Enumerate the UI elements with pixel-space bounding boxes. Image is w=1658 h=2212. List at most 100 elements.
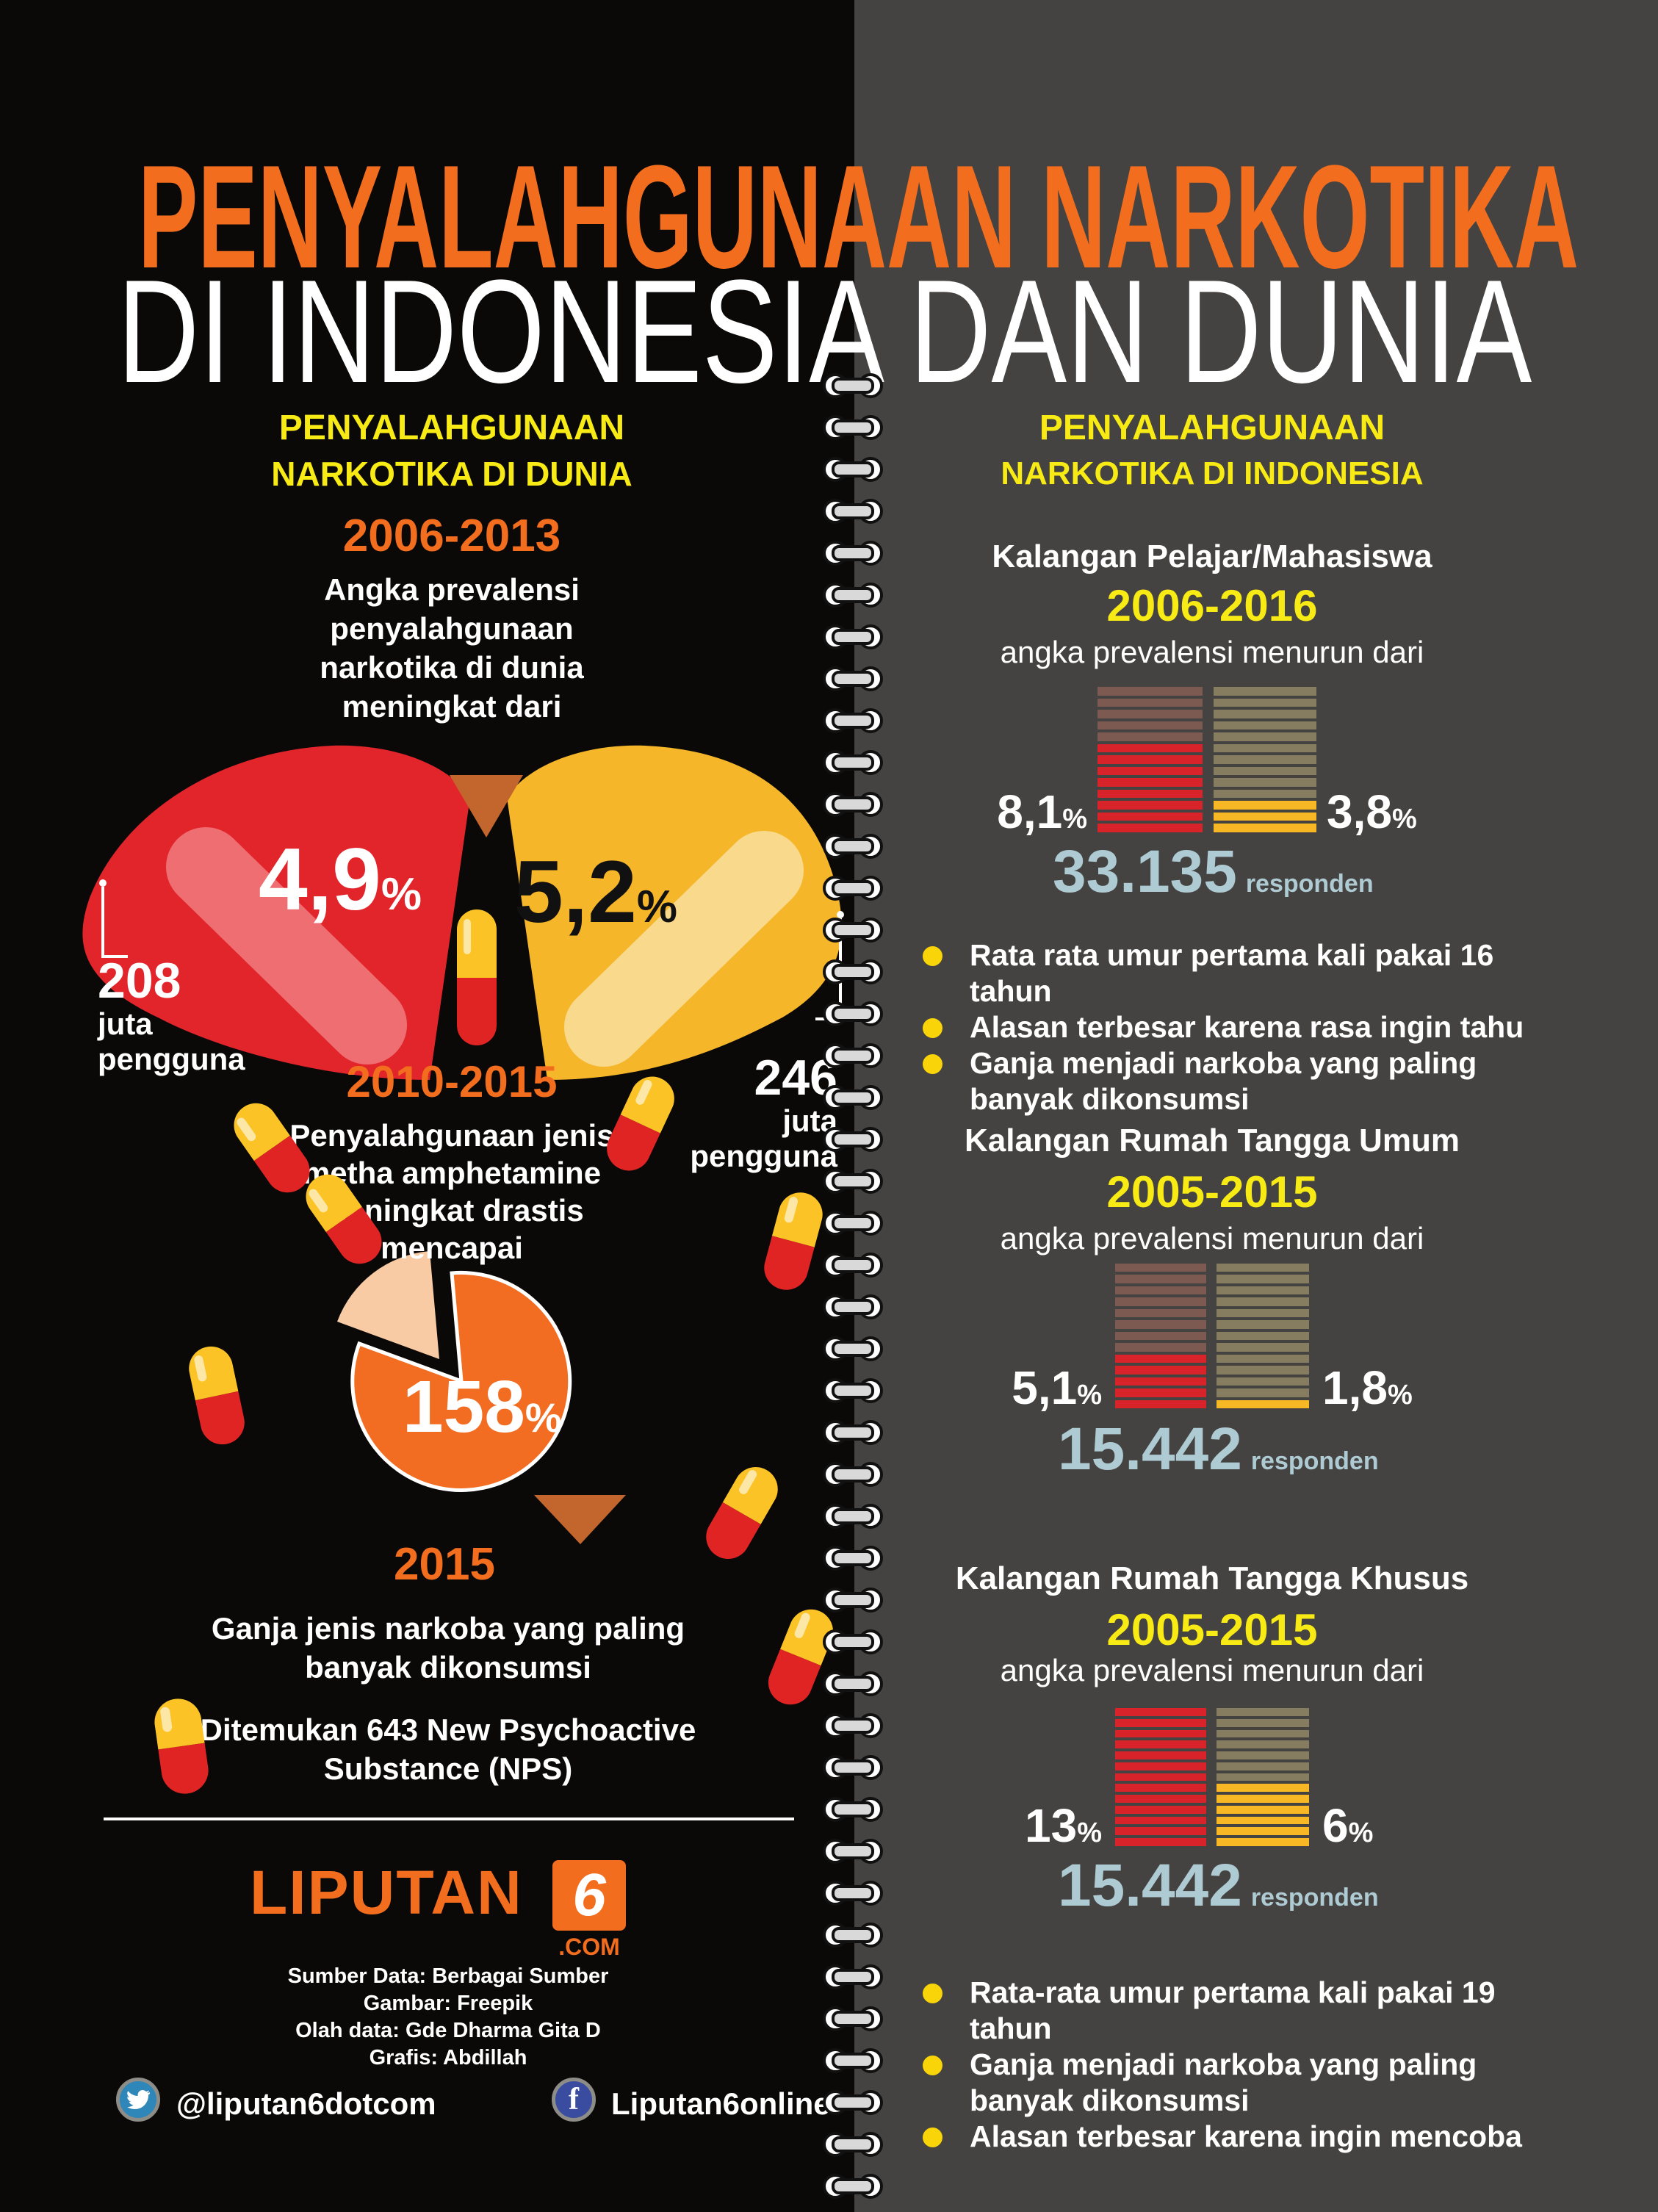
section1-bar-to — [1214, 687, 1316, 832]
world-intro-text: Angka prevalensi penyalahgunaan narkotika … — [154, 570, 749, 726]
bullet-dot-icon — [923, 1984, 942, 2003]
list-item: Grafis: Abdillah — [369, 2046, 527, 2069]
users-208-unit1: juta — [98, 1006, 153, 1041]
binding-ring-icon — [823, 834, 883, 859]
list-item: Alasan terbesar karena ingin mencoba — [923, 2119, 1569, 2155]
binding-ring-icon — [823, 1964, 883, 1989]
left-period-2006-2013: 2006-2013 — [342, 511, 561, 561]
left-period-2010-2015: 2010-2015 — [346, 1057, 558, 1106]
list-item: Ganja menjadi narkoba yang paling banyak… — [923, 1045, 1569, 1117]
users-208-unit2: pengguna — [98, 1042, 245, 1076]
section3-title: Kalangan Rumah Tangga Khusus — [955, 1560, 1469, 1596]
list-item: mencapai — [381, 1231, 523, 1265]
logo-wordmark: LIPUTAN — [250, 1858, 523, 1927]
binding-ring-icon — [823, 666, 883, 691]
twitter-icon[interactable] — [116, 2078, 160, 2122]
binding-ring-icon — [823, 1588, 883, 1613]
bracket-left — [99, 879, 128, 958]
title-line1: PENYALAHGUNAAN NARKOTIKA — [138, 135, 1579, 299]
facebook-f-glyph: f — [569, 2083, 579, 2116]
bullet-dot-icon — [923, 1054, 942, 1074]
binding-ring-icon — [823, 1629, 883, 1654]
world-prevalence-to: 5,2% — [514, 843, 677, 941]
right-header-line2: NARKOTIKA DI INDONESIA — [1001, 455, 1424, 491]
list-item: meningkat drastis — [320, 1193, 584, 1228]
list-item: metha amphetamine — [302, 1156, 602, 1190]
left-header-line2: NARKOTIKA DI DUNIA — [271, 455, 632, 493]
binding-ring-icon — [823, 1504, 883, 1529]
pie-value-label: 158% — [403, 1366, 562, 1448]
list-item: meningkat dari — [342, 689, 562, 724]
list-item: Ganja jenis narkoba yang paling — [211, 1611, 685, 1646]
list-item: Penyalahgunaan jenis — [289, 1118, 614, 1153]
section1-title: Kalangan Pelajar/Mahasiswa — [992, 538, 1432, 574]
ganja-text: Ganja jenis narkoba yang paling banyak di… — [118, 1609, 779, 1687]
section3-bullets: Rata-rata umur pertama kali pakai 19 tah… — [923, 1975, 1569, 2155]
facebook-icon[interactable]: f — [552, 2078, 596, 2122]
pie-main-slice — [350, 1270, 572, 1492]
liputan6-logo: LIPUTAN — [250, 1857, 646, 1928]
credits: Sumber Data: Berbagai Sumber Gambar: Free… — [118, 1963, 779, 2072]
binding-ring-icon — [823, 1881, 883, 1906]
binding-ring-icon — [823, 1839, 883, 1864]
binding-ring-icon — [823, 457, 883, 482]
section2-title: Kalangan Rumah Tangga Umum — [965, 1123, 1460, 1159]
left-section-header: PENYALAHGUNAAN NARKOTIKA DI DUNIA — [154, 406, 749, 497]
binding-ring-icon — [823, 1797, 883, 1822]
capsule-icon — [457, 909, 497, 1045]
logo-6-box: 6 — [552, 1860, 626, 1931]
section2-period: 2005-2015 — [1106, 1167, 1318, 1217]
section1-period: 2006-2016 — [1106, 581, 1318, 630]
binding-ring-icon — [823, 1001, 883, 1026]
left-period-2015: 2015 — [394, 1539, 495, 1590]
binding-ring-icon — [823, 2090, 883, 2115]
section2-subtitle: angka prevalensi menurun dari — [1000, 1221, 1424, 1255]
twitter-handle[interactable]: @liputan6dotcom — [176, 2086, 436, 2121]
binding-ring-icon — [823, 792, 883, 817]
right-header-line1: PENYALAHGUNAAN — [1039, 408, 1385, 447]
binding-ring-icon — [823, 499, 883, 524]
binding-ring-icon — [823, 1923, 883, 1948]
binding-ring-icon — [823, 624, 883, 649]
section1-bullets: Rata rata umur pertama kali pakai 16 tah… — [923, 937, 1569, 1117]
binding-ring-icon — [823, 2174, 883, 2199]
section3-to-label: 6% — [1322, 1799, 1374, 1852]
section3-respondents: 15.442 responden — [1058, 1852, 1379, 1919]
binding-ring-icon — [823, 1085, 883, 1110]
binding-ring-icon — [823, 1294, 883, 1319]
section3-from-label: 13% — [1025, 1799, 1102, 1852]
down-triangle-icon-2 — [534, 1495, 626, 1544]
binding-ring-icon — [823, 1211, 883, 1236]
binding-ring-icon — [823, 415, 883, 440]
users-208-block: 208 juta pengguna — [98, 955, 245, 1077]
binding-ring-icon — [823, 1336, 883, 1361]
down-triangle-icon-1 — [450, 775, 523, 837]
section3-bar-to — [1217, 1708, 1309, 1846]
left-header-line1: PENYALAHGUNAAN — [278, 408, 625, 447]
section3-bar-from — [1115, 1708, 1206, 1846]
section2-bar-to — [1217, 1264, 1309, 1409]
meth-text: Penyalahgunaan jenis metha amphetamine men… — [154, 1117, 749, 1267]
binding-ring-icon — [823, 1755, 883, 1780]
section2-from-label: 5,1% — [1012, 1361, 1102, 1414]
section1-respondents: 33.135 responden — [1053, 838, 1374, 905]
binding-ring-icon — [823, 541, 883, 566]
binding-ring-icon — [823, 1713, 883, 1738]
twitter-bird-icon — [127, 2090, 150, 2109]
binding-ring-icon — [823, 1253, 883, 1278]
heart-right-yellow-highlight — [564, 831, 804, 1067]
binding-ring-icon — [823, 918, 883, 943]
binding-ring-icon — [823, 1127, 883, 1152]
section1-subtitle: angka prevalensi menurun dari — [1000, 635, 1424, 669]
binding-ring-icon — [823, 2048, 883, 2073]
facebook-handle[interactable]: Liputan6online — [611, 2086, 831, 2121]
binding-ring-icon — [823, 2132, 883, 2157]
logo-6: 6 — [572, 1862, 606, 1928]
binding-ring-icon — [823, 1420, 883, 1445]
list-item: Ganja menjadi narkoba yang paling banyak… — [923, 2047, 1569, 2119]
section2-respondents: 15.442 responden — [1058, 1416, 1379, 1483]
binding-ring-icon — [823, 1043, 883, 1068]
list-item: Rata rata umur pertama kali pakai 16 tah… — [923, 937, 1569, 1009]
section2-bar-from — [1115, 1264, 1206, 1409]
